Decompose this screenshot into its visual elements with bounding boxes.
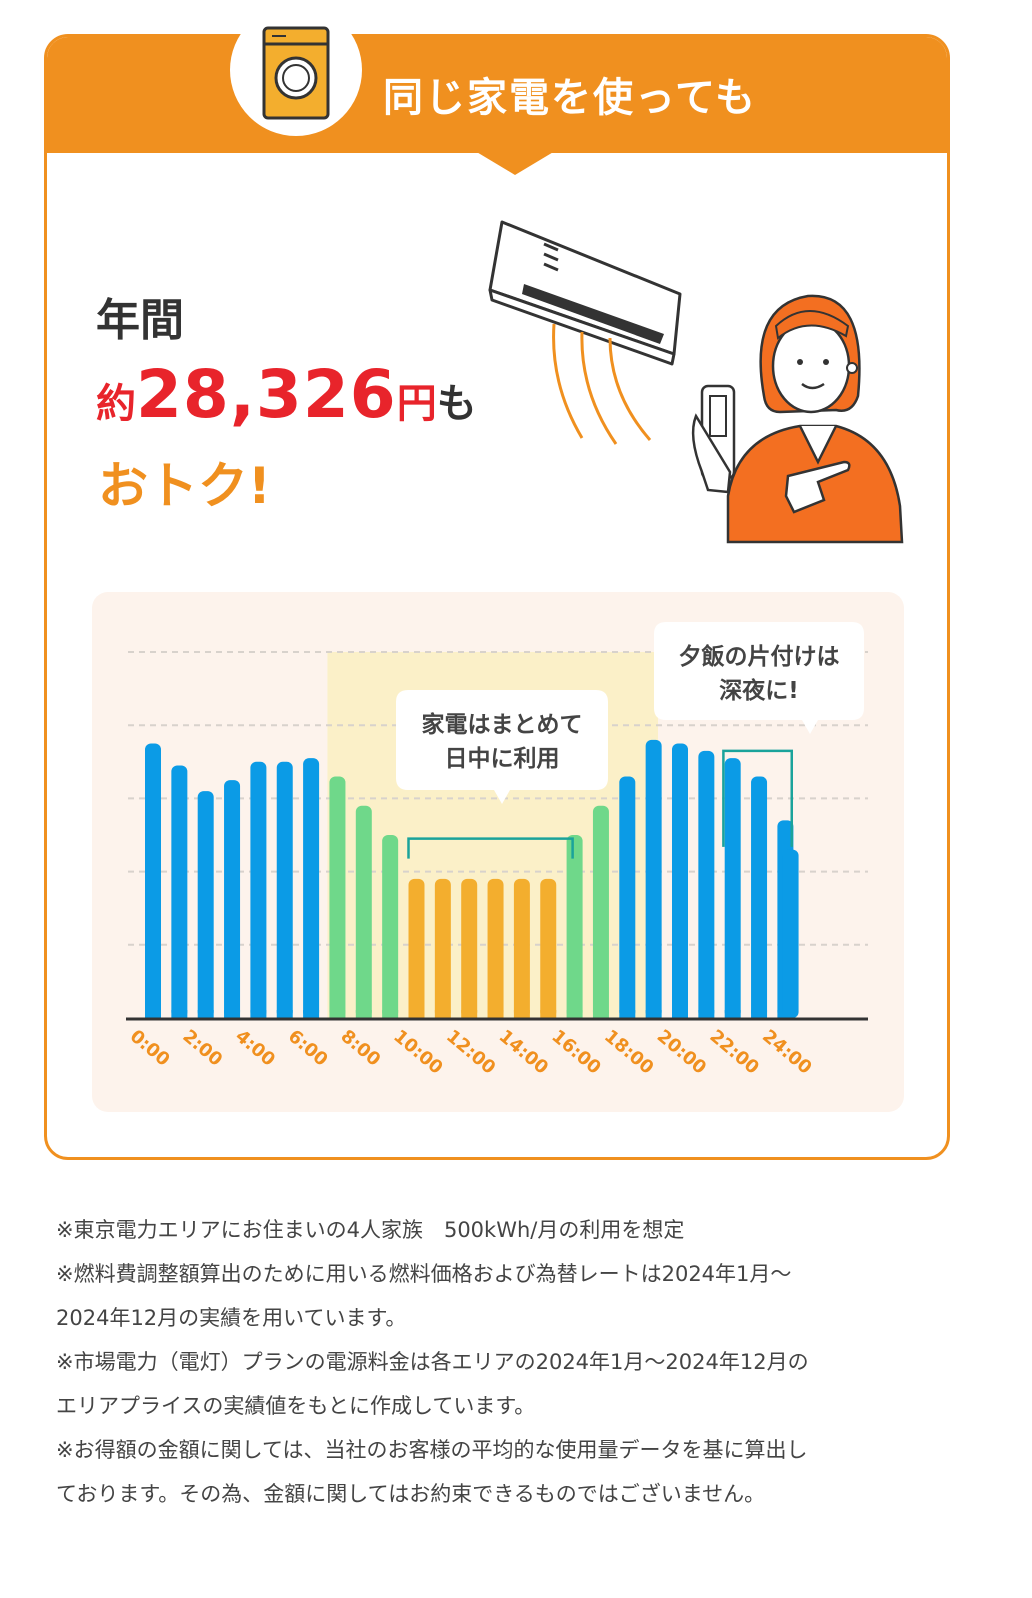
headline-benefit: おトク!: [98, 457, 271, 515]
bar: [408, 878, 425, 1018]
daytime-bracket: [407, 837, 574, 859]
x-tick-label: 8:00: [337, 1026, 385, 1071]
bar-base: [487, 1010, 504, 1018]
bar: [250, 761, 267, 1018]
bar: [645, 739, 662, 1018]
header-title: 同じ家電を使っても: [383, 75, 757, 121]
bar: [724, 758, 741, 1018]
daytime-callout: [396, 690, 608, 804]
bar-base: [224, 1010, 241, 1018]
bar-base: [303, 1010, 320, 1018]
bar-base: [145, 1010, 161, 1018]
bar-base: [698, 1010, 715, 1018]
bar: [592, 805, 609, 1018]
bar-base: [382, 1010, 399, 1018]
bar-base: [355, 1010, 372, 1018]
footnote-line: エリアプライスの実績値をもとに作成しています。: [56, 1394, 536, 1418]
footnote-line: ております。その為、金額に関してはお約束できるものではございません。: [56, 1482, 766, 1506]
bar: [224, 780, 241, 1018]
x-tick-label: 10:00: [389, 1026, 446, 1079]
amount-prefix: 約: [96, 381, 136, 427]
bar-base: [751, 1010, 768, 1018]
bar: [382, 835, 399, 1018]
bar-base: [408, 1010, 425, 1018]
bar-base: [461, 1010, 478, 1018]
bar: [751, 776, 768, 1018]
footnote-line: ※お得額の金額に関しては、当社のお客様の平均的な使用量データを基に算出し: [56, 1438, 808, 1462]
footnote-line: ※市場電力（電灯）プランの電源料金は各エリアの2024年1月〜2024年12月の: [56, 1350, 809, 1374]
washing-machine-icon: [262, 26, 330, 120]
x-tick-label: 20:00: [653, 1026, 710, 1079]
night-callout-text: 深夜に!: [719, 677, 799, 704]
bar: [461, 878, 478, 1018]
night-callout-text: 夕飯の片付けは: [679, 643, 840, 670]
bar: [513, 878, 530, 1018]
card-header: 同じ家電を使っても: [47, 37, 947, 153]
savings-amount: 28,326: [136, 356, 397, 433]
air-conditioner-icon: [488, 220, 682, 445]
bar: [145, 743, 161, 1018]
x-tick-label: 6:00: [284, 1026, 332, 1071]
bar: [619, 776, 636, 1018]
x-tick-label: 12:00: [442, 1026, 499, 1079]
washing-machine-badge: [230, 4, 362, 136]
x-tick-label: 0:00: [126, 1026, 174, 1071]
bar: [303, 758, 320, 1018]
footnotes: ※東京電力エリアにお住まいの4人家族 500kWh/月の利用を想定 ※燃料費調整…: [56, 1208, 976, 1516]
bar-base: [672, 1010, 688, 1018]
bar: [276, 761, 293, 1018]
footnote-line: 2024年12月の実績を用いています。: [56, 1306, 407, 1330]
x-tick-label: 22:00: [705, 1026, 762, 1079]
x-tick-label: 24:00: [758, 1026, 815, 1079]
header-pointer: [475, 151, 555, 175]
bar: [197, 791, 214, 1018]
x-tick-label: 18:00: [600, 1026, 657, 1079]
bar: [434, 878, 451, 1018]
bar: [487, 878, 504, 1018]
headline-amount-line: 約28,326円も: [96, 356, 477, 433]
bar-base: [724, 1010, 741, 1018]
bar-base: [645, 1010, 662, 1018]
bar-base: [619, 1010, 636, 1018]
bar-base: [171, 1010, 188, 1018]
bar: [672, 743, 688, 1018]
daytime-callout-text: 日中に利用: [445, 746, 560, 772]
hourly-usage-chart: 0:00 2:00 4:00 6:00 8:00 10:0012:0014:0016:00…: [126, 622, 868, 1079]
bar: [540, 878, 557, 1018]
bar: [566, 835, 583, 1018]
x-tick-label: 2:00: [178, 1026, 226, 1071]
bar-base: [276, 1010, 293, 1018]
bar-base: [329, 1010, 346, 1018]
bar-base: [197, 1010, 214, 1018]
headline-period: 年間: [96, 295, 184, 346]
night-callout: [654, 622, 864, 734]
amount-suffix: も: [436, 381, 477, 427]
bar-base: [540, 1010, 557, 1018]
daytime-callout-text: 家電はまとめて: [422, 711, 583, 738]
bar: [355, 805, 372, 1018]
bar-base: [250, 1010, 267, 1018]
bar: [171, 765, 188, 1018]
footnote-line: ※燃料費調整額算出のために用いる燃料価格および為替レートは2024年1月〜: [56, 1262, 792, 1286]
chart-panel: 0:00 2:00 4:00 6:00 8:00 10:00 12:00 14:00 16:00…: [92, 592, 904, 1112]
x-tick-label: 4:00: [231, 1026, 279, 1071]
bar: [782, 849, 799, 1018]
bar-base: [434, 1010, 451, 1018]
bar: [698, 750, 715, 1018]
night-bracket: [722, 749, 793, 847]
amount-unit: 円: [396, 381, 437, 427]
bar: [329, 776, 346, 1018]
x-tick-label: 16:00: [547, 1026, 604, 1079]
woman-with-phone-illustration: [691, 294, 904, 544]
bar-base: [592, 1010, 609, 1018]
bar-base: [513, 1010, 530, 1018]
footnote-line: ※東京電力エリアにお住まいの4人家族 500kWh/月の利用を想定: [56, 1218, 685, 1242]
x-tick-label: 14:00: [495, 1026, 552, 1079]
bar-base: [566, 1010, 583, 1018]
